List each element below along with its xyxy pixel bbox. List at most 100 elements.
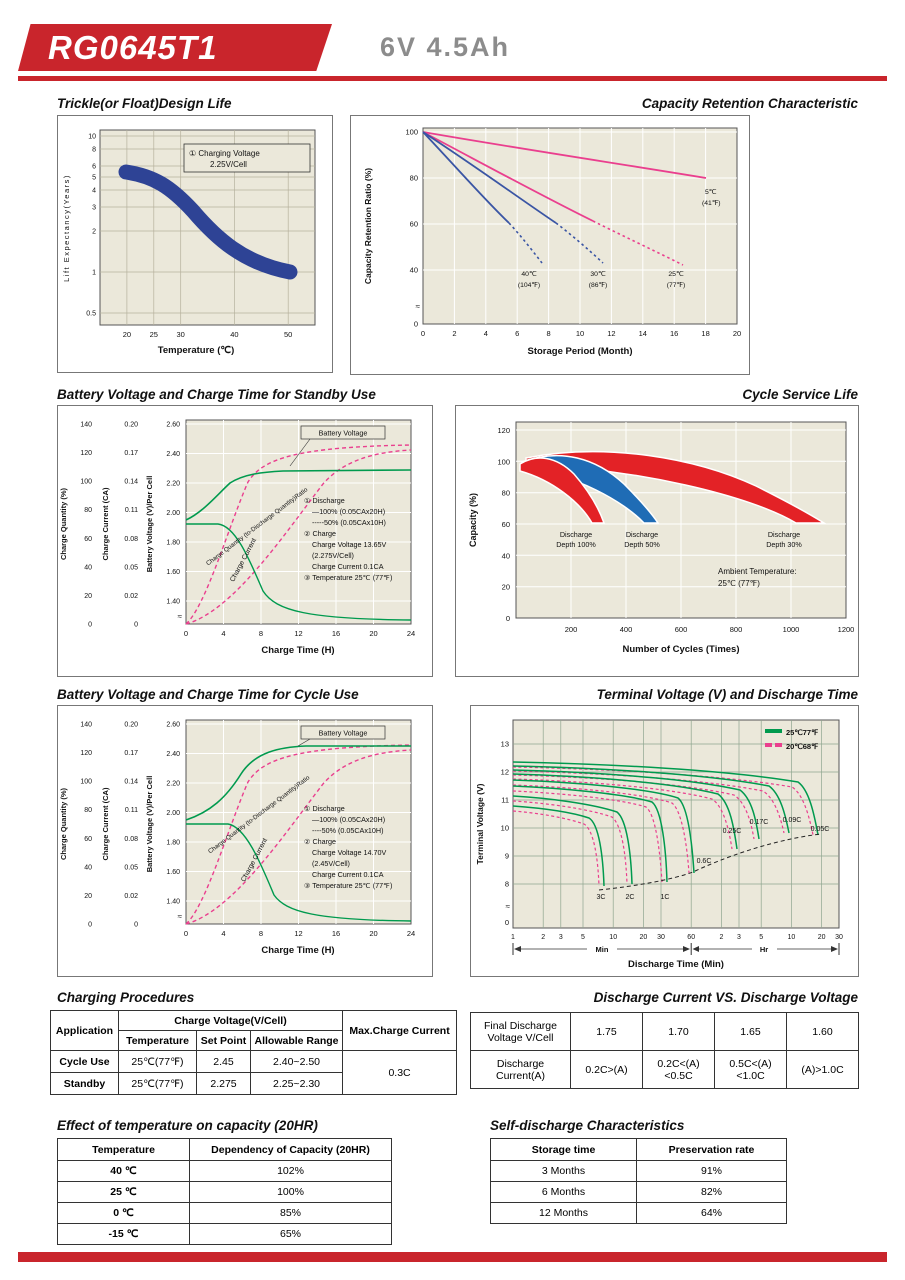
v-gridlines <box>570 422 792 618</box>
brand-banner: RG0645T1 <box>18 24 332 71</box>
x-tick: 6 <box>515 329 519 338</box>
quantity-tick: 20 <box>84 593 92 600</box>
annotation-line: ③ Temperature 25℃ (77℉) <box>304 573 392 582</box>
hr-segment-label: Hr <box>760 945 768 954</box>
cell-current: 0.5C<(A)<1.0C <box>714 1050 787 1089</box>
battery-voltage-label-box <box>300 425 386 440</box>
y-tick: 0.5 <box>86 311 96 318</box>
cell-application: Standby <box>50 1072 119 1095</box>
quantity-tick: 40 <box>84 864 92 871</box>
voltage-tick: 2.60 <box>166 422 180 429</box>
current-tick: 0.20 <box>124 422 138 429</box>
axis-break: ≈ <box>416 302 421 311</box>
annotation-line: ① Charging Voltage <box>189 149 260 158</box>
quantity-tick: 140 <box>80 422 92 429</box>
cell-preservation-rate: 91% <box>636 1160 787 1182</box>
cell-voltage: 1.75 <box>570 1012 643 1051</box>
y-tick: 4 <box>92 188 96 195</box>
cycle-charge-chart: Battery Voltage Charge Quantity (to-Disc… <box>59 719 415 956</box>
section-title-cycle-service: Cycle Service Life <box>742 387 858 402</box>
cell-temperature: 25℃(77℉) <box>118 1050 197 1073</box>
discharge-2c-20c <box>512 800 628 885</box>
min-right-arrow-icon <box>683 946 690 952</box>
voltage-tick: 2.00 <box>166 510 180 517</box>
rate-label-3c: 3C <box>597 894 606 901</box>
y-axis-label: Capacity (%) <box>468 493 478 547</box>
current-tick: 0 <box>134 622 138 629</box>
series-label-25c-f: (77℉) <box>667 282 686 289</box>
cell-preservation-rate: 82% <box>636 1181 787 1203</box>
min-segment-label: Min <box>596 945 609 954</box>
y-axis-label: Terminal Voltage (V) <box>475 783 485 864</box>
y-tick: 120 <box>497 426 510 435</box>
discharge-voltage-table: Final Discharge Voltage V/Cell 1.75 1.70… <box>470 1012 859 1089</box>
cell-allowable: 2.25~2.30 <box>249 1072 344 1095</box>
quantity-tick: 100 <box>80 779 92 786</box>
quantity-tick: 0 <box>88 622 92 629</box>
table-row: Standby 25℃(77℉) 2.275 2.25~2.30 <box>50 1072 457 1095</box>
current-tick: 0.08 <box>124 536 138 543</box>
table-row: 6 Months 82% <box>490 1181 787 1203</box>
x-tick: 12 <box>294 629 302 638</box>
cell-dependency: 100% <box>189 1181 392 1203</box>
cycle-service-chart: Discharge Depth 100% Discharge Depth 50%… <box>468 421 854 655</box>
quantity-tick: 60 <box>84 536 92 543</box>
terminal-voltage-panel: 3C 2C 1C 0.6C 0.25C 0.17C 0.09C 0.05C 25… <box>470 705 859 977</box>
x-tick-min: 60 <box>687 934 695 941</box>
current-tick: 0.05 <box>124 564 138 571</box>
charge-quantity-50-curve <box>185 744 412 925</box>
annotation-line: Charge Current 0.1CA <box>312 870 384 879</box>
cell-storage-time: 3 Months <box>490 1160 637 1182</box>
voltage-tick: 2.20 <box>166 481 180 488</box>
cell-current: 0.2C>(A) <box>570 1050 643 1089</box>
voltage-tick: 2.00 <box>166 810 180 817</box>
curve-40c <box>422 131 510 224</box>
y-tick: 9 <box>505 852 509 861</box>
discharge-017c-25c <box>512 769 760 840</box>
table-row: 25 ℃ 100% <box>57 1181 392 1203</box>
region-depth-100 <box>519 457 606 524</box>
legend-swatch-20c-a <box>765 743 772 747</box>
x-tick: 40 <box>230 330 238 339</box>
quantity-tick: 140 <box>80 722 92 729</box>
x-tick-hr: 5 <box>759 934 763 941</box>
axis-break: ≈ <box>178 912 183 921</box>
cycle-charge-panel: Battery Voltage Charge Quantity (to-Disc… <box>57 705 433 977</box>
table-row: Final Discharge Voltage V/Cell 1.75 1.70… <box>470 1012 859 1051</box>
cell-application: Cycle Use <box>50 1050 119 1073</box>
region-label-30: Discharge <box>768 530 800 539</box>
quantity-tick: 80 <box>84 507 92 514</box>
x-axis-label: Number of Cycles (Times) <box>622 644 739 655</box>
cell-current: (A)>1.0C <box>786 1050 859 1089</box>
section-title-discharge-cv: Discharge Current VS. Discharge Voltage <box>593 990 858 1005</box>
rate-label-017c: 0.17C <box>750 819 769 826</box>
quantity-tick: 60 <box>84 836 92 843</box>
design-life-panel: ① Charging Voltage 2.25V/Cell 10 8 6 5 4… <box>57 115 333 373</box>
v-gridlines <box>126 130 289 325</box>
y-tick: 11 <box>501 796 509 805</box>
x-tick: 8 <box>259 929 263 938</box>
x-tick-min: 20 <box>640 934 648 941</box>
x-tick: 24 <box>407 929 415 938</box>
x-tick-min: 2 <box>541 934 545 941</box>
table-row: 12 Months 64% <box>490 1202 787 1224</box>
x-tick: 24 <box>407 629 415 638</box>
quantity-tick: 80 <box>84 807 92 814</box>
cell-set-point: 2.275 <box>196 1072 251 1095</box>
design-life-band <box>118 164 298 280</box>
x-tick: 400 <box>620 625 633 634</box>
y-axis-label: Lift Expectancy(Years) <box>62 174 71 282</box>
voltage-axis-label: Battery Voltage (V)/Per Cell <box>145 776 154 873</box>
section-title-design-life: Trickle(or Float)Design Life <box>57 96 232 111</box>
x-tick: 4 <box>221 929 225 938</box>
current-tick: 0.14 <box>124 479 138 486</box>
y-tick: 80 <box>410 174 418 183</box>
current-axis-label: Charge Current (CA) <box>101 787 110 860</box>
axis-break: ≈ <box>506 902 511 911</box>
discharge-1c-20c <box>512 790 663 883</box>
section-title-charging-procedures: Charging Procedures <box>57 990 195 1005</box>
y-tick: 8 <box>505 880 509 889</box>
x-tick: 20 <box>369 629 377 638</box>
y-tick: 5 <box>92 175 96 182</box>
col-header-application: Application <box>50 1010 119 1051</box>
